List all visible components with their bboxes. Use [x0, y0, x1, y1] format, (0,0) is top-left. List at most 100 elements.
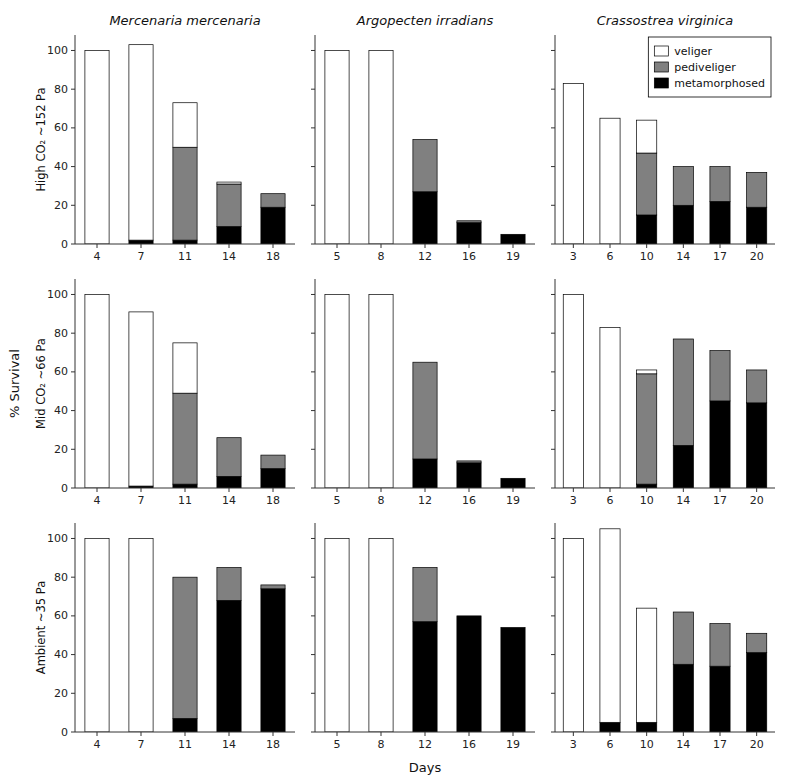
bar-segment	[673, 612, 693, 613]
bar-segment	[173, 343, 197, 393]
x-tick	[425, 244, 426, 248]
bar-segment	[457, 616, 481, 732]
bar-segment	[501, 628, 525, 733]
bar-segment	[600, 529, 620, 723]
x-tick-label: 3	[570, 494, 577, 507]
y-tick	[71, 732, 75, 733]
bar-segment	[217, 438, 241, 477]
bar-segment	[747, 207, 767, 244]
x-tick-label: 3	[570, 738, 577, 751]
y-tick	[551, 693, 555, 694]
bar-segment	[413, 192, 437, 244]
bars	[85, 294, 285, 488]
x-tick	[469, 488, 470, 492]
x-tick-label: 17	[713, 250, 727, 263]
bar-segment	[217, 568, 241, 601]
x-tick	[720, 732, 721, 736]
y-tick	[311, 732, 315, 733]
y-tick	[551, 538, 555, 539]
bar-segment	[747, 172, 767, 207]
x-tick	[610, 488, 611, 492]
y-tick	[311, 449, 315, 450]
bar-segment	[501, 627, 525, 628]
y-tick-label: 0	[61, 726, 68, 739]
bar-segment	[501, 627, 525, 628]
bars	[325, 294, 525, 488]
bar-segment	[85, 294, 109, 488]
bar-segment	[501, 234, 525, 235]
y-tick	[311, 205, 315, 206]
bar-segment	[261, 585, 285, 589]
x-tick-label: 14	[676, 494, 690, 507]
x-tick	[381, 732, 382, 736]
y-axis-line	[555, 279, 556, 488]
bar-segment	[710, 201, 730, 244]
bar-segment	[173, 484, 197, 488]
x-tick	[646, 244, 647, 248]
bar-segment	[673, 612, 693, 664]
y-axis-line	[555, 35, 556, 244]
bar-segment	[710, 351, 730, 401]
bar-segment	[173, 240, 197, 244]
bars	[85, 45, 285, 244]
x-tick-label: 8	[378, 250, 385, 263]
panel: 02040608010047111418Mid CO₂ ~66 Pa	[34, 279, 295, 507]
panel-title: Crassostrea virginica	[597, 13, 734, 28]
x-tick-label: 17	[713, 494, 727, 507]
y-tick	[551, 449, 555, 450]
bar-segment	[747, 369, 767, 370]
y-tick	[551, 410, 555, 411]
row-label: High CO₂ ~152 Pa	[34, 87, 48, 191]
x-axis-line	[555, 244, 775, 245]
bar-segment	[369, 294, 393, 488]
y-tick	[71, 410, 75, 411]
bar-segment	[673, 167, 693, 206]
y-axis-line	[75, 35, 76, 244]
x-tick-label: 10	[640, 738, 654, 751]
panel: 58121619	[311, 523, 535, 751]
y-tick-label: 40	[54, 160, 68, 173]
y-tick	[71, 333, 75, 334]
y-tick-label: 40	[54, 404, 68, 417]
bar-segment	[173, 103, 197, 148]
panel: 3610141720	[551, 279, 775, 507]
y-tick	[71, 654, 75, 655]
x-axis-line	[555, 732, 775, 733]
panel: 02040608010047111418Mercenaria mercenari…	[34, 13, 295, 263]
bar-segment	[710, 401, 730, 488]
x-tick-label: 4	[94, 494, 101, 507]
x-tick-label: 6	[607, 494, 614, 507]
bar-segment	[325, 294, 349, 488]
bar-segment	[457, 220, 481, 221]
y-tick-label: 20	[54, 199, 68, 212]
y-tick	[71, 615, 75, 616]
x-tick	[646, 488, 647, 492]
y-tick	[311, 244, 315, 245]
bar-segment	[457, 461, 481, 463]
bar-segment	[637, 484, 657, 488]
y-tick-label: 60	[54, 121, 68, 134]
legend-frame	[648, 37, 771, 97]
y-tick	[311, 615, 315, 616]
y-tick	[311, 89, 315, 90]
x-tick-label: 5	[334, 494, 341, 507]
x-tick-label: 5	[334, 738, 341, 751]
y-tick-label: 20	[54, 443, 68, 456]
bar-segment	[457, 223, 481, 244]
y-tick	[551, 166, 555, 167]
y-tick	[71, 693, 75, 694]
bar-segment	[173, 577, 197, 578]
x-tick	[573, 244, 574, 248]
bar-segment	[747, 370, 767, 403]
x-tick	[273, 732, 274, 736]
x-tick-label: 17	[713, 738, 727, 751]
bar-segment	[173, 577, 197, 718]
y-tick	[71, 50, 75, 51]
x-tick-label: 14	[676, 738, 690, 751]
y-tick	[311, 333, 315, 334]
bar-segment	[413, 459, 437, 488]
x-tick	[97, 732, 98, 736]
x-tick-label: 4	[94, 738, 101, 751]
y-tick	[311, 371, 315, 372]
x-tick	[513, 732, 514, 736]
